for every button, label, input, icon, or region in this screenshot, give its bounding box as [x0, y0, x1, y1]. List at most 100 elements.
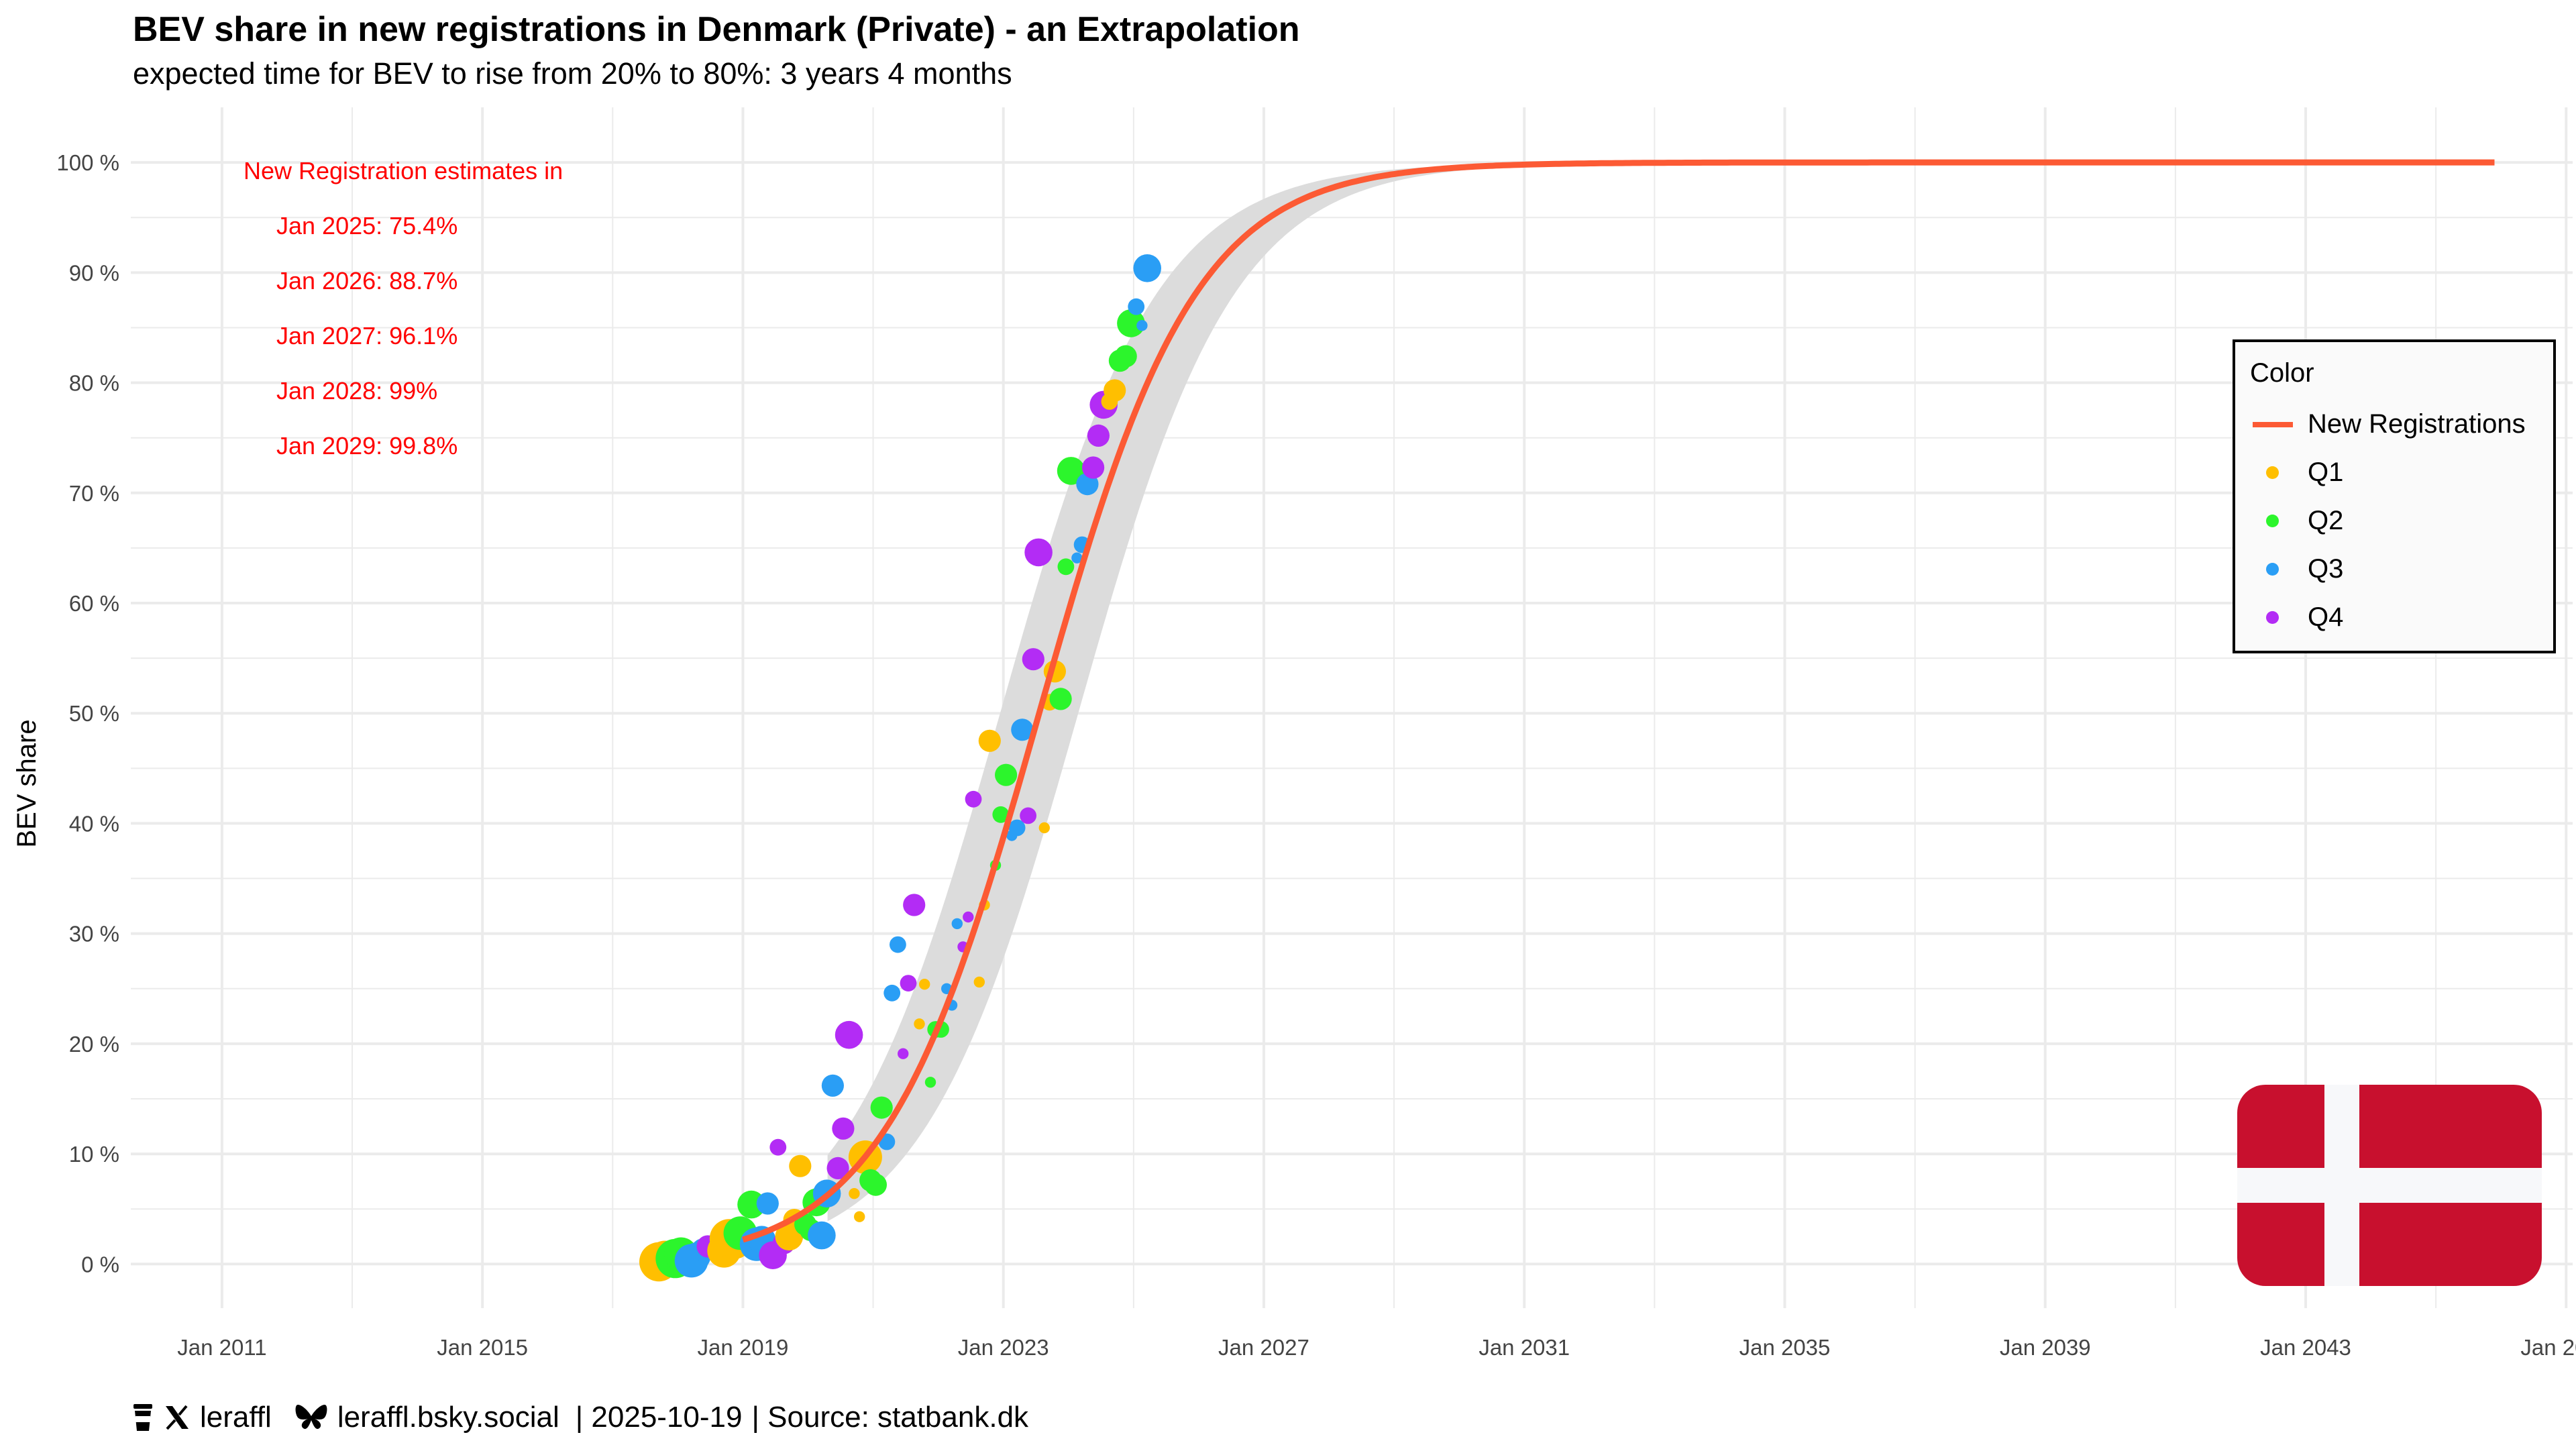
y-tick-label: 60 % — [69, 591, 119, 616]
y-tick-label: 10 % — [69, 1142, 119, 1167]
data-point-q4 — [1022, 648, 1044, 671]
data-point-q2 — [1049, 688, 1072, 710]
bluesky-butterfly-icon — [295, 1404, 327, 1430]
data-point-q2 — [992, 806, 1010, 823]
data-point-q3 — [951, 918, 963, 930]
data-point-q2 — [870, 1096, 893, 1119]
minor-gridlines — [131, 107, 2573, 1308]
x-tick-label: Jan 2011 — [177, 1335, 266, 1360]
annotation-line: Jan 2028: 99% — [276, 377, 438, 405]
data-point-q3 — [1136, 320, 1148, 331]
data-point-q1 — [854, 1211, 865, 1222]
data-point-q2 — [1114, 345, 1137, 368]
data-point-q3 — [756, 1192, 779, 1215]
y-axis-ticks: 0 % 10 % 20 % 30 % 40 % 50 % 60 % 70 % 80 % 90 % 1… — [56, 150, 119, 1277]
y-tick-label: 50 % — [69, 701, 119, 726]
legend-item-q4: Q4 — [2250, 597, 2343, 637]
data-point-q2 — [1117, 309, 1145, 337]
data-point-q3 — [808, 1221, 836, 1250]
annotation-line: Jan 2026: 88.7% — [276, 267, 458, 294]
legend-item-new-registrations: New Registrations — [2250, 404, 2526, 444]
x-tick-label: Jan 2019 — [698, 1335, 789, 1360]
denmark-flag — [2237, 1085, 2542, 1286]
data-point-q2 — [1057, 558, 1075, 576]
data-point-q1 — [789, 1155, 812, 1177]
data-point-q4 — [769, 1138, 787, 1156]
legend-item-q1: Q1 — [2250, 452, 2343, 492]
legend-line-key — [2253, 422, 2293, 427]
chart-subtitle: expected time for BEV to rise from 20% t… — [133, 56, 1012, 91]
x-tick-label: Jan 2031 — [1479, 1335, 1570, 1360]
major-gridlines — [131, 107, 2573, 1308]
y-tick-label: 70 % — [69, 481, 119, 506]
data-point-q3 — [1071, 552, 1083, 564]
data-point-q1 — [914, 1018, 925, 1030]
x-tick-label: Jan 2047 — [2520, 1335, 2576, 1360]
data-point-q4 — [1020, 807, 1036, 824]
data-point-q1 — [973, 976, 985, 988]
chart-title: BEV share in new registrations in Denmar… — [133, 10, 1300, 49]
data-point-q1 — [919, 979, 930, 990]
legend-dot-key — [2266, 563, 2279, 576]
coffee-cup-icon — [133, 1404, 152, 1431]
data-point-q4 — [1087, 424, 1110, 447]
x-tick-label: Jan 2035 — [1739, 1335, 1831, 1360]
legend-title: Color — [2250, 358, 2314, 388]
legend-item-q2: Q2 — [2250, 500, 2343, 541]
caption-source: | Source: statbank.dk — [751, 1401, 1029, 1434]
caption-handle: leraffl — [200, 1401, 272, 1434]
data-point-q1 — [1104, 379, 1126, 402]
annotation-line: Jan 2027: 96.1% — [276, 322, 458, 350]
caption: leraffl leraffl.bsky.social | 2025-10-19… — [131, 1401, 1028, 1434]
caption-date: | 2025-10-19 — [575, 1401, 743, 1434]
legend-label: Q2 — [2308, 505, 2344, 535]
data-point-q2 — [924, 1077, 936, 1088]
new-registrations-curve — [742, 159, 2495, 1243]
x-tick-label: Jan 2039 — [2000, 1335, 2091, 1360]
x-tick-label: Jan 2015 — [437, 1335, 528, 1360]
data-point-q4 — [826, 1157, 849, 1179]
y-tick-label: 40 % — [69, 811, 119, 836]
flag-cross-horizontal — [2237, 1168, 2542, 1203]
confidence-band — [827, 164, 1525, 1222]
data-point-q3 — [883, 984, 901, 1002]
legend-label: Q4 — [2308, 602, 2344, 632]
annotation-header: New Registration estimates in — [244, 157, 564, 184]
data-point-q4 — [965, 790, 982, 808]
x-axis-ticks: Jan 2011 Jan 2015 Jan 2019 Jan 2023 Jan 2027… — [177, 1335, 2576, 1360]
data-point-q4 — [1082, 456, 1105, 479]
data-point-q1 — [1038, 822, 1051, 834]
legend-dot-key — [2266, 466, 2279, 479]
data-point-q2 — [864, 1173, 887, 1196]
data-point-q3 — [1128, 298, 1145, 315]
y-tick-label: 100 % — [56, 150, 119, 175]
caption-bluesky: leraffl.bsky.social — [337, 1401, 559, 1434]
y-tick-label: 30 % — [69, 922, 119, 947]
y-tick-label: 20 % — [69, 1032, 119, 1057]
x-logo-icon — [166, 1405, 189, 1430]
legend-dot-key — [2266, 611, 2279, 624]
legend-label: New Registrations — [2308, 409, 2526, 439]
data-point-q2 — [1057, 457, 1085, 485]
x-tick-label: Jan 2023 — [958, 1335, 1049, 1360]
legend-item-q3: Q3 — [2250, 549, 2343, 589]
annotation-line: Jan 2025: 75.4% — [276, 212, 458, 239]
data-point-q3 — [1011, 718, 1034, 741]
x-tick-label: Jan 2043 — [2260, 1335, 2351, 1360]
y-tick-label: 90 % — [69, 260, 119, 285]
data-point-q3 — [890, 936, 906, 953]
data-point-q4 — [900, 975, 917, 991]
data-point-q3 — [1008, 819, 1026, 837]
data-point-q3 — [1133, 254, 1161, 282]
data-point-q1 — [849, 1188, 860, 1199]
data-point-q3 — [821, 1074, 844, 1097]
data-point-q4 — [963, 911, 974, 923]
legend-label: Q3 — [2308, 553, 2344, 584]
y-tick-label: 80 % — [69, 371, 119, 396]
legend: Color New Registrations Q1 Q2 Q3 Q4 — [2233, 339, 2556, 653]
data-point-q4 — [1024, 538, 1053, 567]
data-point-q4 — [835, 1020, 863, 1049]
legend-label: Q1 — [2308, 457, 2344, 487]
x-tick-label: Jan 2027 — [1218, 1335, 1309, 1360]
